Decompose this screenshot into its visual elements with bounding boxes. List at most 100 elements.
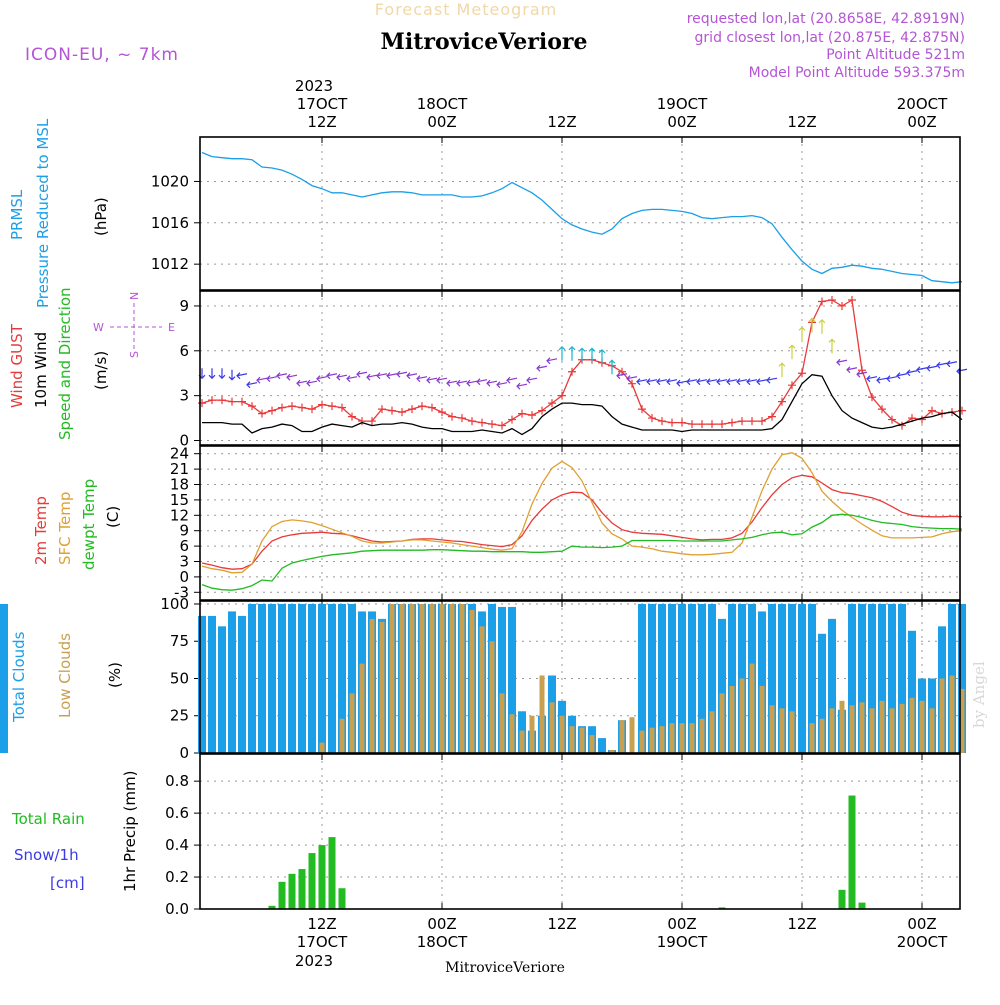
gust-marker: [738, 417, 746, 426]
gust-marker: [698, 420, 706, 429]
total-cloud-bar: [798, 603, 806, 753]
wind-direction-arrow: [416, 375, 428, 383]
total-cloud-bar: [318, 603, 326, 753]
closest-coords: grid closest lon,lat (20.875E, 42.875N): [695, 30, 965, 46]
y-tick-label: 9: [179, 297, 189, 315]
top-date-label: 20OCT: [897, 95, 948, 113]
wind-direction-arrow: [886, 375, 898, 383]
low-cloud-bar: [809, 723, 815, 753]
gust-marker: [498, 421, 506, 430]
wind-direction-arrow: [906, 369, 918, 377]
wind-direction-arrow: [726, 378, 738, 386]
wind-direction-arrow: [346, 375, 358, 383]
top-date-label: 19OCT: [657, 95, 708, 113]
y-tick-label: 25: [170, 707, 189, 725]
wind-direction-arrow: [616, 372, 628, 380]
precip-panel: 0.0 0.2 0.4 0.6 0.8: [165, 753, 961, 918]
y-tick-label: 0.8: [165, 772, 189, 790]
y-tick-label: 6: [179, 342, 189, 360]
compass-s: S: [128, 351, 141, 358]
cloud-panel: 0 25 50 75 100: [0, 595, 966, 762]
gust-marker: [398, 408, 406, 417]
low-cloud-bar: [589, 735, 595, 753]
gust-marker: [478, 418, 486, 427]
gust-marker: [918, 415, 926, 424]
cloud-unit: (%): [106, 662, 124, 688]
gust-marker: [798, 369, 806, 378]
wind-direction-arrow: [646, 378, 658, 386]
low-cloud-bar: [519, 730, 525, 753]
bottom-year: 2023: [295, 952, 333, 970]
wind-direction-arrow: [588, 347, 596, 363]
total-cloud-bar: [768, 603, 776, 753]
wind-direction-arrow: [208, 368, 216, 380]
y-tick-label: 0: [179, 568, 189, 586]
total-cloud-bar: [668, 603, 676, 753]
gust-marker: [388, 406, 396, 415]
low-cloud-bar: [319, 742, 325, 753]
gust-marker: [668, 418, 676, 427]
total-cloud-bar: [508, 606, 516, 753]
wind-direction-arrow: [808, 317, 816, 333]
wind-direction-arrow: [426, 376, 438, 384]
gust-marker: [408, 405, 416, 414]
low-cloud-bar: [889, 708, 895, 753]
y-tick-label: 0: [179, 744, 189, 762]
low-cloud-bar: [929, 708, 935, 753]
wind-direction-arrow: [578, 347, 586, 363]
total-cloud-bar: [288, 603, 296, 753]
total-cloud-bar: [888, 603, 896, 753]
bottom-hour-label: 12Z: [547, 915, 576, 933]
low-cloud-bar: [829, 708, 835, 753]
low-cloud-bar: [669, 723, 675, 753]
total-cloud-bar: [238, 615, 246, 753]
wind-direction-arrow: [866, 375, 878, 383]
faded-title: Forecast Meteogram: [375, 0, 557, 19]
wind-direction-arrow: [506, 376, 518, 384]
total-cloud-bar: [958, 603, 966, 753]
wind-direction-arrow: [296, 379, 308, 387]
total-cloud-bar: [0, 603, 8, 753]
low-cloud-bar: [539, 675, 545, 753]
y-tick-label: 21: [170, 460, 189, 478]
snow-label: Snow/1h: [14, 846, 79, 864]
wind-direction-arrow: [336, 373, 348, 381]
gust-marker: [228, 397, 236, 406]
low-cloud-bar: [789, 711, 795, 753]
total-cloud-bar: [598, 738, 606, 753]
gust-marker: [238, 397, 246, 406]
low-cloud-bar: [579, 727, 585, 753]
y-tick-label: 18: [170, 476, 189, 494]
total-cloud-bar: [208, 615, 216, 753]
gust-marker: [548, 399, 556, 408]
gust-marker: [828, 295, 836, 304]
low-cloud-bar: [499, 693, 505, 753]
y-tick-label: 9: [179, 522, 189, 540]
gust-marker: [348, 412, 356, 421]
wind-panel: 0 3 6 9: [179, 290, 968, 450]
wind-direction-arrow: [636, 378, 648, 386]
low-cloud-bar: [849, 705, 855, 753]
wind-direction-arrow: [736, 378, 748, 386]
gust-marker: [218, 396, 226, 405]
gust-marker: [878, 405, 886, 414]
y-tick-label: 0: [179, 432, 189, 450]
y-tick-label: 1012: [151, 255, 189, 273]
low-cloud-bar: [839, 700, 845, 753]
wind-direction-arrow: [266, 375, 278, 383]
temp-2m-label: 2m Temp: [32, 496, 50, 565]
wind-direction-arrow: [656, 378, 668, 386]
total-cloud-bar: [338, 603, 346, 753]
wind-direction-arrow: [396, 370, 408, 378]
low-cloud-bar: [399, 603, 405, 753]
gust-marker: [768, 412, 776, 421]
wind-direction-arrow: [876, 376, 888, 384]
low-cloud-bar: [459, 603, 465, 753]
low-cloud-bar: [659, 726, 665, 753]
gust-marker: [758, 417, 766, 426]
low-cloud-bar: [479, 626, 485, 753]
low-cloud-bar: [879, 700, 885, 753]
compass-icon: N S W E: [93, 292, 175, 358]
rain-bar: [298, 869, 306, 909]
